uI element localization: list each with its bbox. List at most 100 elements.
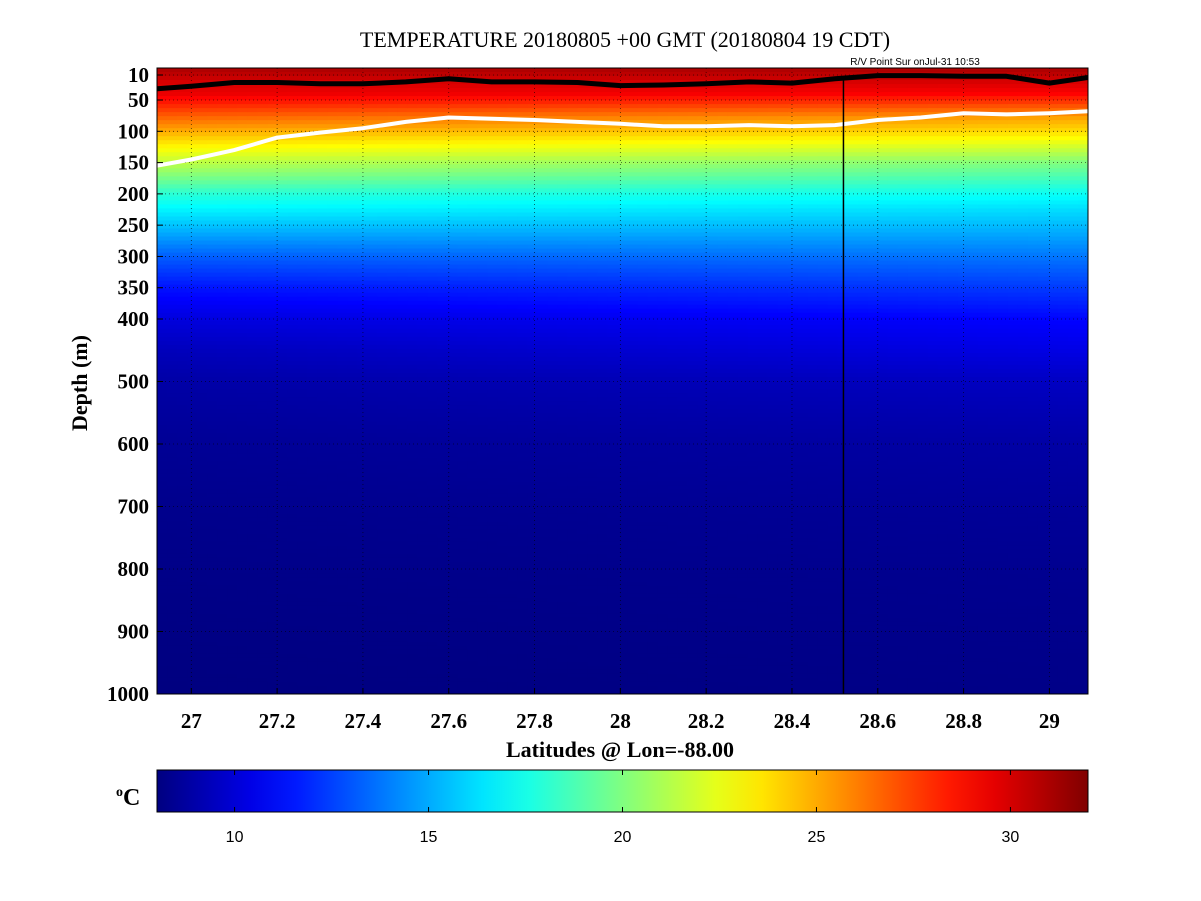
temperature-cell bbox=[437, 581, 448, 587]
temperature-cell bbox=[337, 613, 348, 619]
temperature-cell bbox=[407, 112, 418, 117]
temperature-cell bbox=[437, 84, 448, 89]
temperature-cell bbox=[357, 160, 368, 165]
temperature-cell bbox=[457, 569, 468, 575]
temperature-cell bbox=[237, 509, 248, 515]
temperature-cell bbox=[247, 409, 258, 414]
temperature-cell bbox=[237, 569, 248, 575]
temperature-cell bbox=[227, 156, 238, 161]
temperature-cell bbox=[397, 461, 408, 466]
temperature-cell bbox=[337, 689, 348, 694]
temperature-cell bbox=[227, 581, 238, 587]
temperature-cell bbox=[297, 192, 308, 198]
temperature-cell bbox=[157, 356, 168, 362]
temperature-cell bbox=[167, 381, 178, 386]
temperature-cell bbox=[227, 252, 238, 258]
temperature-cell bbox=[267, 509, 278, 515]
temperature-cell bbox=[467, 609, 478, 615]
temperature-cell bbox=[367, 545, 378, 551]
temperature-cell bbox=[437, 368, 448, 374]
temperature-cell bbox=[237, 593, 248, 599]
temperature-cell bbox=[227, 613, 238, 619]
temperature-cell bbox=[297, 232, 308, 238]
temperature-cell bbox=[247, 364, 258, 370]
temperature-cell bbox=[177, 605, 188, 611]
temperature-cell bbox=[387, 340, 398, 346]
temperature-cell bbox=[237, 577, 248, 583]
temperature-cell bbox=[197, 525, 208, 531]
temperature-cell bbox=[167, 657, 178, 663]
temperature-cell bbox=[157, 364, 168, 370]
temperature-cell bbox=[287, 200, 298, 206]
temperature-cell bbox=[227, 232, 238, 238]
temperature-cell bbox=[367, 425, 378, 430]
temperature-cell bbox=[197, 200, 208, 206]
temperature-cell bbox=[337, 533, 348, 539]
temperature-cell bbox=[377, 569, 388, 575]
temperature-cell bbox=[207, 320, 218, 326]
temperature-cell bbox=[167, 348, 178, 354]
temperature-cell bbox=[257, 657, 268, 663]
temperature-cell bbox=[317, 308, 328, 314]
temperature-cell bbox=[167, 661, 178, 667]
temperature-cell bbox=[337, 417, 348, 422]
temperature-cell bbox=[397, 409, 408, 414]
temperature-cell bbox=[247, 545, 258, 551]
section-plot-area bbox=[156, 67, 1089, 695]
temperature-cell bbox=[407, 348, 418, 354]
temperature-cell bbox=[197, 256, 208, 262]
temperature-cell bbox=[417, 376, 428, 382]
temperature-cell bbox=[457, 521, 468, 527]
temperature-cell bbox=[347, 280, 358, 286]
temperature-cell bbox=[357, 565, 368, 571]
temperature-cell bbox=[427, 625, 438, 631]
temperature-cell bbox=[297, 609, 308, 615]
temperature-cell bbox=[467, 565, 478, 571]
temperature-cell bbox=[447, 312, 458, 318]
temperature-cell bbox=[167, 653, 178, 659]
temperature-cell bbox=[417, 545, 428, 551]
temperature-cell bbox=[377, 429, 388, 434]
temperature-cell bbox=[387, 364, 398, 370]
temperature-cell bbox=[397, 469, 408, 474]
temperature-cell bbox=[377, 673, 388, 679]
temperature-cell bbox=[307, 405, 318, 410]
temperature-cell bbox=[387, 212, 398, 218]
temperature-cell bbox=[247, 104, 258, 109]
temperature-cell bbox=[417, 328, 428, 334]
temperature-cell bbox=[187, 324, 198, 330]
temperature-cell bbox=[287, 148, 298, 153]
temperature-cell bbox=[247, 120, 258, 125]
temperature-cell bbox=[167, 352, 178, 358]
temperature-cell bbox=[327, 601, 338, 607]
temperature-cell bbox=[327, 653, 338, 659]
temperature-cell bbox=[327, 376, 338, 382]
temperature-cell bbox=[257, 200, 268, 206]
temperature-cell bbox=[357, 529, 368, 535]
temperature-cell bbox=[257, 272, 268, 278]
temperature-cell bbox=[327, 264, 338, 270]
temperature-cell bbox=[157, 260, 168, 266]
temperature-cell bbox=[467, 88, 478, 93]
temperature-cell bbox=[347, 224, 358, 230]
temperature-cell bbox=[317, 112, 328, 117]
temperature-cell bbox=[387, 220, 398, 226]
temperature-cell bbox=[417, 445, 428, 450]
temperature-cell bbox=[217, 513, 228, 519]
temperature-cell bbox=[217, 176, 228, 181]
temperature-cell bbox=[337, 72, 348, 77]
temperature-cell bbox=[467, 573, 478, 579]
temperature-cell bbox=[187, 553, 198, 559]
temperature-cell bbox=[177, 228, 188, 234]
temperature-cell bbox=[157, 72, 168, 77]
temperature-cell bbox=[327, 328, 338, 334]
temperature-cell bbox=[287, 473, 298, 478]
temperature-cell bbox=[317, 581, 328, 587]
temperature-cell bbox=[197, 336, 208, 342]
temperature-cell bbox=[197, 501, 208, 506]
temperature-cell bbox=[337, 84, 348, 89]
temperature-cell bbox=[267, 517, 278, 523]
temperature-cell bbox=[257, 188, 268, 193]
temperature-cell bbox=[337, 653, 348, 659]
temperature-cell bbox=[257, 629, 268, 635]
